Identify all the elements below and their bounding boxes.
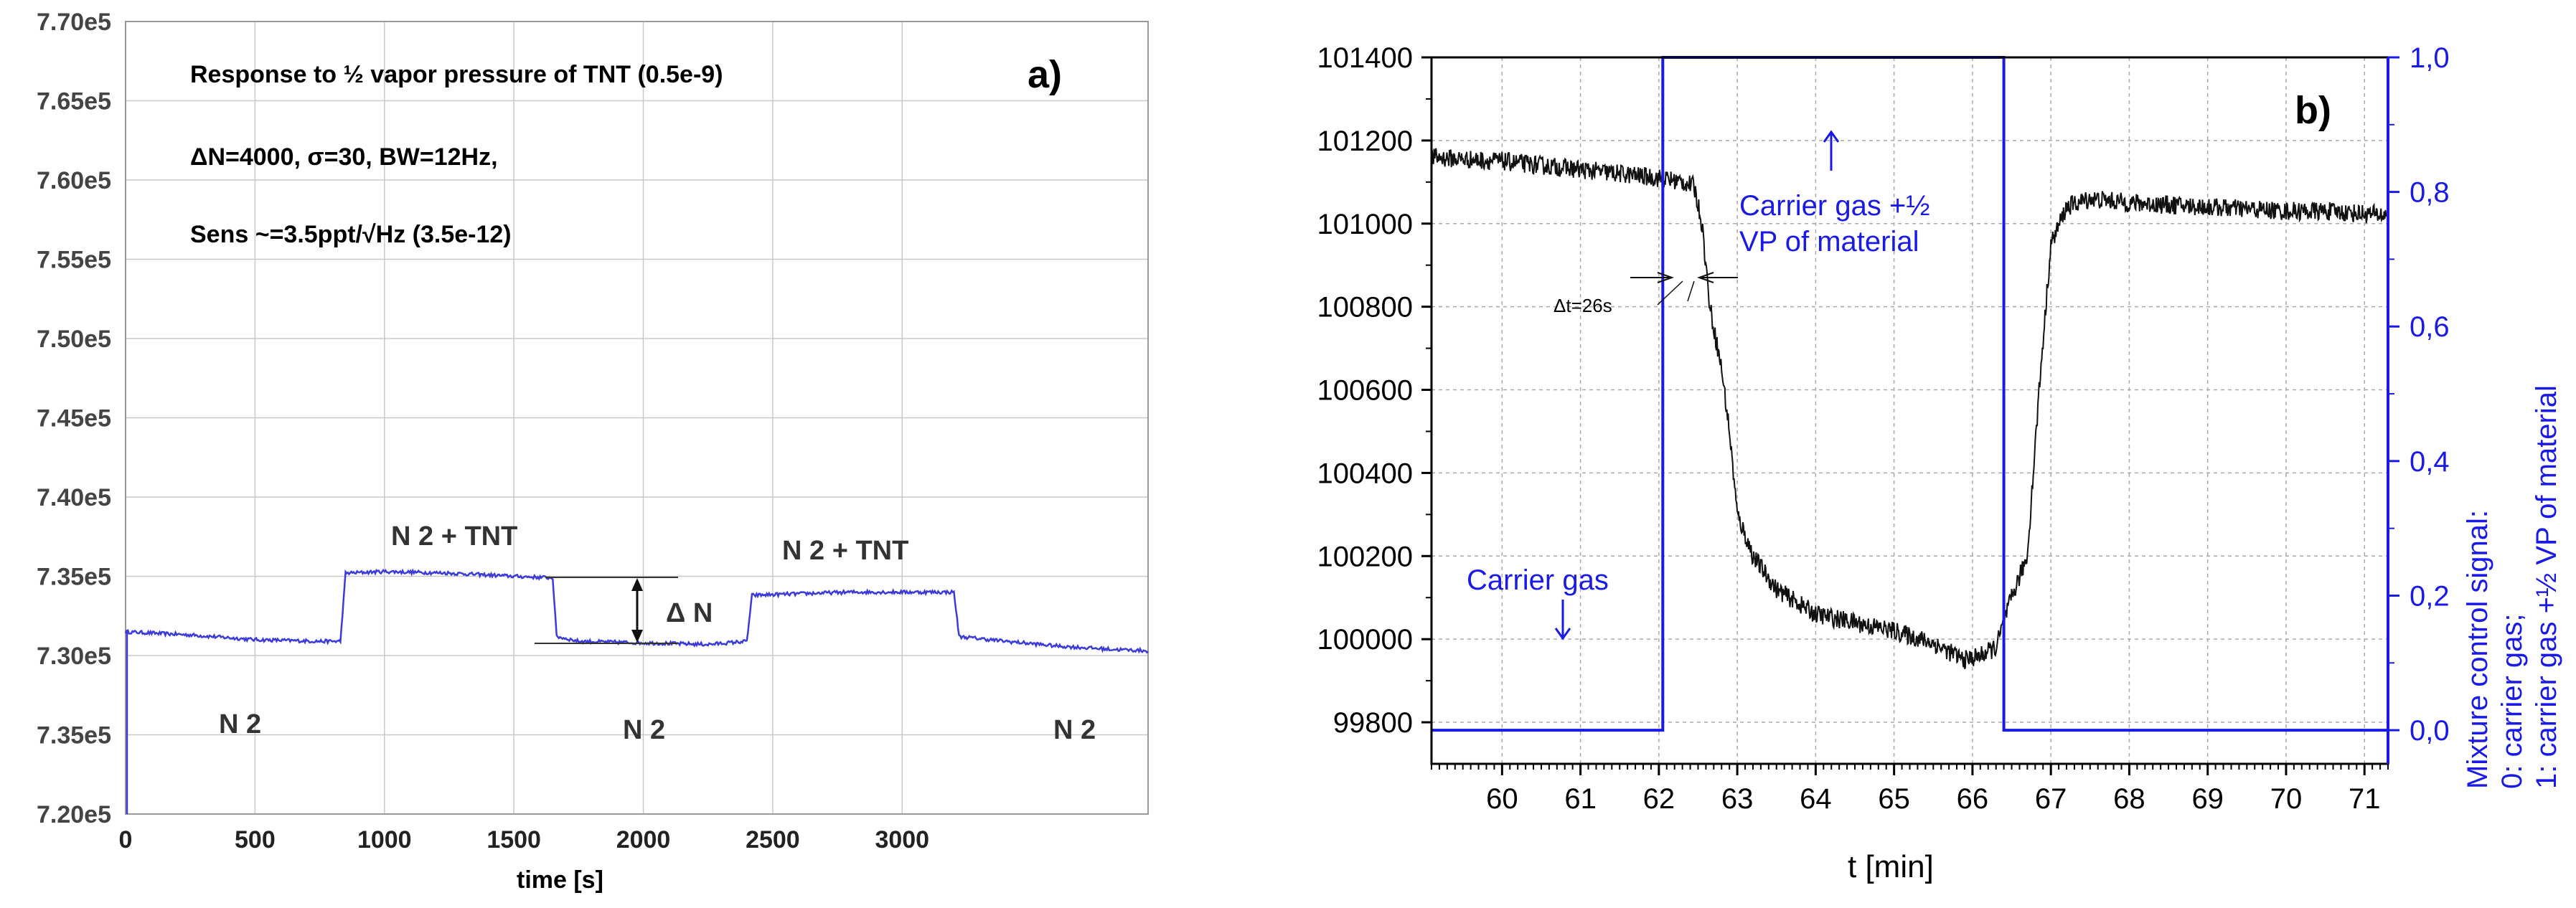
panel-b-x-axis-title: t [min] <box>1848 849 1934 884</box>
panel-a-y-tick-label: 7.65e5 <box>37 88 111 115</box>
panel-b-x-tick-label: 70 <box>2270 783 2303 815</box>
panel-b-x-tick-label: 68 <box>2113 783 2145 815</box>
carrier-gas-plus-arrow <box>1823 130 1840 171</box>
panel-b-label: b) <box>2295 89 2331 132</box>
panel-a-x-tick-label: 500 <box>235 826 276 853</box>
region-label-n2-1: N 2 <box>219 709 261 739</box>
panel-b-y2-tick-label: 0,4 <box>2410 446 2450 478</box>
panel-b-y-tick-label: 100400 <box>1317 458 1413 489</box>
delta-n-marker <box>535 577 678 644</box>
region-label-n2-2: N 2 <box>623 715 665 745</box>
panel-a-x-tick-label: 2500 <box>746 826 800 853</box>
panel-b-y-tick-label: 100800 <box>1317 292 1413 323</box>
panel-b-y-tick-label: 100600 <box>1317 375 1413 407</box>
panel-b-y2-tick-label: 0,6 <box>2410 311 2450 343</box>
panel-b-y2-tick-label: 0,0 <box>2410 715 2450 747</box>
panel-a-x-tick-label: 1500 <box>486 826 541 853</box>
panel-a-x-tick-label: 3000 <box>875 826 929 853</box>
panel-b-x-tick-label: 67 <box>2035 783 2067 815</box>
panel-b-y-tick-label: 100000 <box>1317 624 1413 656</box>
panel-a-x-tick-label: 1000 <box>357 826 412 853</box>
panel-a-annotation-2: ΔN=4000, σ=30, BW=12Hz, <box>190 143 498 171</box>
region-label-tnt-1: N 2 + TNT <box>391 521 517 552</box>
delta-t-marker <box>1630 272 1738 306</box>
panel-a-series-line <box>124 568 1149 654</box>
panel-b-x-tick-label: 64 <box>1800 783 1832 815</box>
panel-a-plot-frame <box>125 21 1149 815</box>
panel-b-x-tick-label: 69 <box>2191 783 2224 815</box>
panel-b-x-tick-label: 71 <box>2349 783 2381 815</box>
panel-b-sensor-signal-line <box>1431 148 2389 670</box>
panel-b-right-axis-title: Mixture control signal: 0: carrier gas; … <box>2462 385 2562 789</box>
panel-a-y-tick-label: 7.45e5 <box>37 405 111 432</box>
panel-a-y-tick-label: 7.40e5 <box>37 484 111 511</box>
panel-a-y-tick-label: 7.35e5 <box>37 564 111 591</box>
panel-a-y-tick-label: 7.35e5 <box>37 722 111 749</box>
panel-b-y-tick-label: 101000 <box>1317 209 1413 240</box>
region-label-n2-3: N 2 <box>1053 715 1096 745</box>
panel-a-x-axis-title: time [s] <box>517 866 603 894</box>
carrier-gas-plus-label-1: Carrier gas +½ <box>1739 190 1930 222</box>
panel-a-y-tick-label: 7.50e5 <box>37 326 111 353</box>
panel-a-annotation-1: Response to ½ vapor pressure of TNT (0.5… <box>190 61 723 88</box>
panel-a-x-tick-label: 0 <box>119 826 133 853</box>
panel-b-x-tick-label: 63 <box>1721 783 1754 815</box>
panel-b-y2-tick-label: 1,0 <box>2410 42 2450 74</box>
panel-b-x-tick-label: 62 <box>1643 783 1675 815</box>
region-label-tnt-2: N 2 + TNT <box>782 536 908 566</box>
panel-a-y-tick-label: 7.70e5 <box>37 9 111 36</box>
delta-n-label: Δ N <box>666 598 713 628</box>
carrier-gas-arrow <box>1554 600 1571 640</box>
panel-b-x-tick-label: 60 <box>1486 783 1518 815</box>
panel-b-plot-frame <box>1430 56 2389 765</box>
panel-a-annotation-3: Sens ~=3.5ppt/√Hz (3.5e-12) <box>190 221 512 248</box>
panel-a-x-tick-label: 2000 <box>616 826 671 853</box>
carrier-gas-label: Carrier gas <box>1467 564 1609 596</box>
right-axis-title-line-1: Mixture control signal: <box>2462 510 2493 789</box>
panel-b-y-tick-label: 101200 <box>1317 126 1413 157</box>
panel-b-x-tick-label: 61 <box>1564 783 1597 815</box>
panel-b-y2-tick-label: 0,2 <box>2410 580 2450 612</box>
panel-a-y-tick-label: 7.55e5 <box>37 247 111 274</box>
carrier-gas-plus-label-2: VP of material <box>1739 226 1919 257</box>
panel-b-x-tick-label: 65 <box>1878 783 1910 815</box>
right-axis-title-line-2: 0: carrier gas; <box>2496 613 2528 789</box>
panel-b-y-tick-label: 101400 <box>1317 42 1413 74</box>
panel-b-x-tick-label: 66 <box>1957 783 1989 815</box>
panel-b: 99800 100000 100200 100400 100600 100800 10100… <box>1317 42 2562 884</box>
panel-a-y-tick-label: 7.60e5 <box>37 167 111 194</box>
panel-a: 7.70e5 7.65e5 7.60e5 7.55e5 7.50e5 7.45e5 7.40… <box>37 9 1149 894</box>
panel-a-y-tick-label: 7.20e5 <box>37 801 111 828</box>
panel-b-y-tick-label: 99800 <box>1333 707 1413 739</box>
panel-b-y2-tick-label: 0,8 <box>2410 177 2450 209</box>
panel-a-y-tick-label: 7.30e5 <box>37 643 111 670</box>
delta-t-label: Δt=26s <box>1553 295 1612 316</box>
panel-a-label: a) <box>1028 53 1062 96</box>
panel-b-y-tick-label: 100200 <box>1317 541 1413 572</box>
right-axis-title-line-3: 1: carrier gas +½ VP of material <box>2531 385 2562 789</box>
